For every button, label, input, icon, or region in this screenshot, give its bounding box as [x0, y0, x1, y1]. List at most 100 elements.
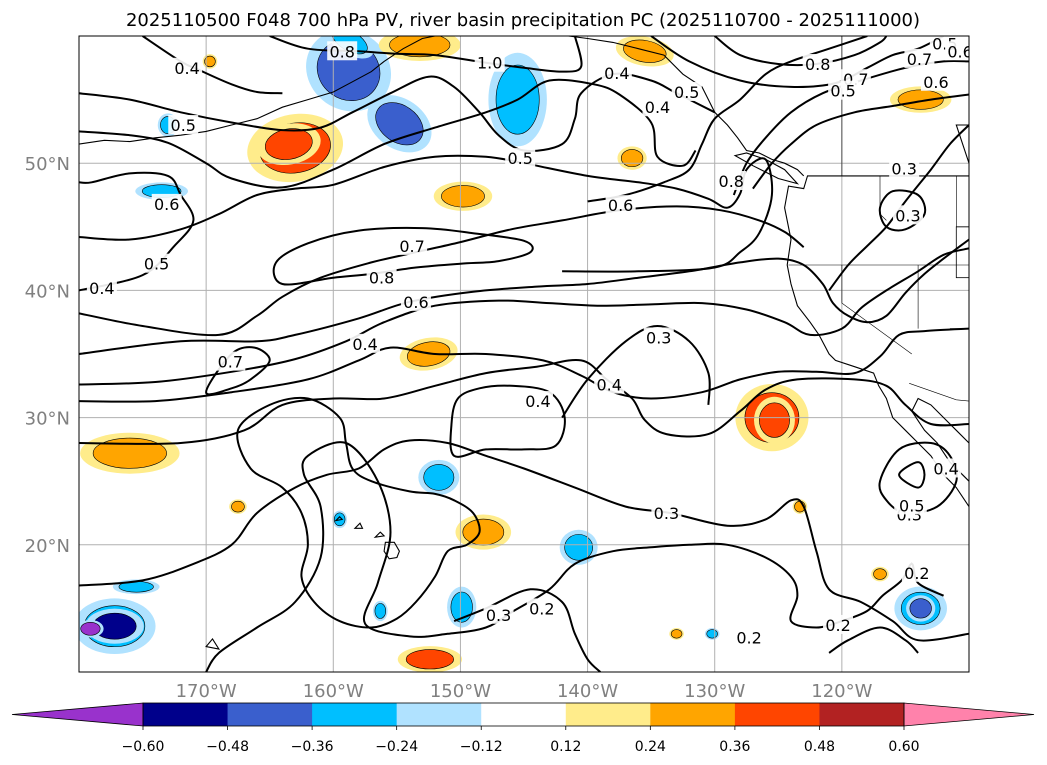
contour-label: 0.6 [154, 195, 179, 214]
contour-label-bg [594, 374, 625, 394]
pv-contour-0-4 [79, 78, 697, 189]
contour-label-bg [920, 71, 951, 91]
colorbar-segment [143, 703, 229, 726]
precip-cell [80, 621, 101, 636]
precip-cell [374, 603, 387, 619]
precip-cell [450, 591, 473, 623]
contour-label: 0.4 [645, 98, 670, 117]
coastline [383, 541, 401, 560]
contour-label-bg [526, 598, 557, 618]
colorbar-over-extension [903, 702, 1035, 727]
contour-label-bg [151, 193, 182, 213]
colorbar-tick-label: 0.60 [888, 739, 919, 755]
contour-label-bg [601, 62, 632, 82]
contour-label: 0.7 [907, 50, 932, 69]
contour-label: 0.3 [895, 206, 920, 225]
contour-label: 0.2 [736, 629, 761, 648]
contour-label-bg [642, 97, 673, 117]
longitude-label: 150°W [430, 681, 491, 702]
contour-label: 0.4 [525, 392, 550, 411]
contour-label: 0.4 [596, 376, 621, 395]
precip-cell [564, 534, 594, 561]
contour-label: 0.6 [403, 293, 428, 312]
colorbar: −0.60 −0.48 −0.36 −0.24 −0.12 0.12 0.24 0.36 0.4… [11, 702, 1035, 755]
colorbar-under-extension [11, 702, 144, 727]
precip-cell [670, 629, 683, 639]
contour-label: 0.7 [218, 353, 243, 372]
contour-label: 0.5 [171, 116, 196, 135]
colorbar-segment [565, 703, 651, 726]
latitude-label: 30°N [25, 409, 70, 430]
precip-cell [620, 149, 644, 168]
contour-label-bg [904, 48, 935, 68]
contour-label-bg [474, 52, 505, 72]
contour-label-bg [823, 614, 854, 634]
contour-label: 0.3 [891, 159, 916, 178]
longitude-label: 130°W [684, 681, 745, 702]
contour-label: 0.4 [933, 459, 958, 478]
contour-label-bg [901, 562, 932, 582]
pv-contour-0-7 [79, 205, 805, 337]
contour-label-bg [483, 604, 514, 624]
colorbar-tick-label: −0.12 [460, 739, 503, 755]
contour-label-bg [327, 41, 358, 61]
precip-cell [231, 500, 245, 513]
contour-label: 0.2 [904, 564, 929, 583]
contour-label: 0.4 [604, 64, 629, 83]
contour-label-bg [505, 148, 536, 168]
contour-label: 0.8 [369, 269, 394, 288]
contour-label-bg [716, 171, 747, 191]
contour-label: 0.5 [144, 255, 169, 274]
latitude-label: 40°N [25, 281, 70, 302]
colorbar-tick-label: 0.36 [719, 739, 750, 755]
contour-label: 0.5 [899, 496, 924, 515]
contour-label-bg [896, 495, 927, 515]
contour-label: 0.3 [486, 606, 511, 625]
colorbar-tick-label: −0.48 [206, 739, 249, 755]
coastline [955, 124, 969, 164]
coastline [373, 531, 386, 538]
contour-label-bg [350, 333, 381, 353]
contour-label-bg [400, 291, 431, 311]
contour-label: 0.2 [529, 599, 554, 618]
contour-label: 0.8 [805, 55, 830, 74]
contour-label-bg [366, 267, 397, 287]
precip-cell [405, 649, 454, 670]
contour-label: 0.5 [674, 83, 699, 102]
contour-label-bg [931, 458, 962, 478]
precip-cell [389, 36, 451, 58]
precip-cell [897, 89, 944, 110]
contour-label-bg [643, 327, 674, 347]
contour-label: 0.6 [923, 73, 948, 92]
contour-label-bg [172, 57, 203, 77]
contour-label-bg [828, 80, 859, 100]
latitude-labels: 20°N 30°N 40°N 50°N [25, 154, 70, 557]
contour-label-bg [671, 81, 702, 101]
colorbar-tick-label: 0.12 [550, 739, 581, 755]
chart-title: 2025110500 F048 700 hPa PV, river basin … [126, 10, 920, 31]
pv-contour-0-4 [878, 441, 958, 515]
pv-contour-0-5 [79, 247, 969, 386]
pv-contour-0-6 [587, 36, 868, 203]
colorbar-segment [312, 703, 398, 726]
contour-label-bg [605, 195, 636, 215]
precip-cell [759, 402, 790, 438]
coastline [205, 637, 221, 650]
pv-contour-0-3 [79, 439, 969, 642]
contour-label-bg [215, 351, 246, 371]
contour-label-bg [397, 235, 428, 255]
latitude-label: 20°N [25, 536, 70, 557]
contour-label: 0.4 [174, 59, 199, 78]
contour-label-bg [945, 41, 969, 61]
pv-contour-0-3 [878, 189, 927, 232]
contour-label-bg [141, 253, 172, 273]
colorbar-tick-label: −0.60 [122, 739, 165, 755]
contour-label-bg [168, 115, 199, 135]
longitude-label: 120°W [811, 681, 872, 702]
contour-label: 0.4 [352, 335, 377, 354]
contour-label-bg [892, 205, 923, 225]
political-border [909, 383, 969, 402]
precip-cell [264, 128, 313, 160]
contour-label-bg [651, 503, 682, 522]
